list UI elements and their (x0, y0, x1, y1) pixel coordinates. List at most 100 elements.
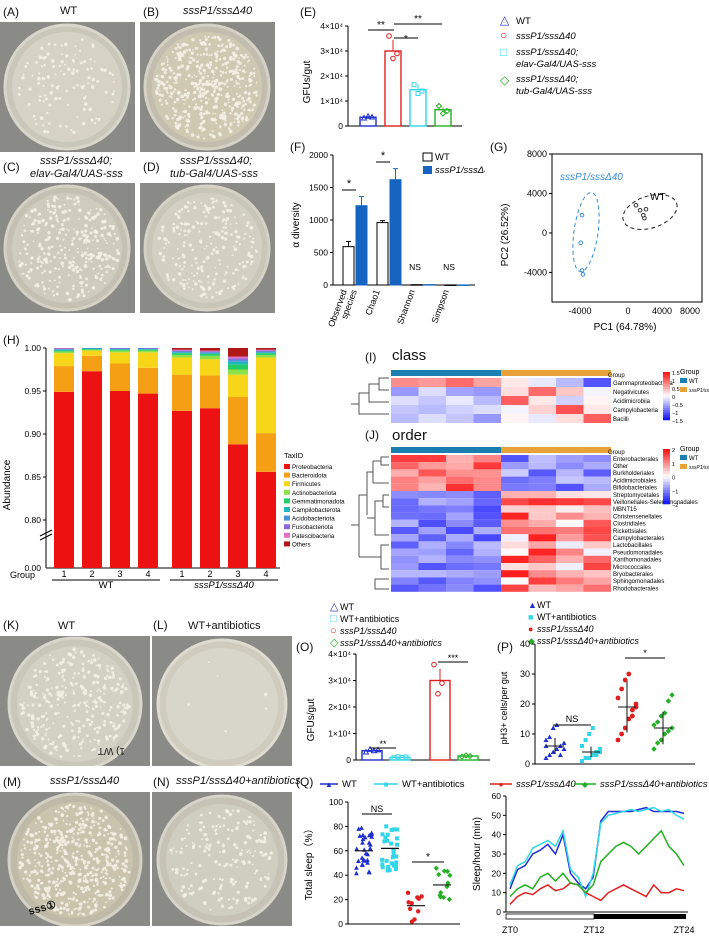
colony (90, 690, 92, 692)
colony (119, 702, 122, 705)
colony (96, 664, 98, 666)
heatmap-cell (556, 563, 584, 570)
colony (171, 117, 173, 119)
colony (248, 820, 251, 823)
colony (93, 885, 95, 887)
colony (248, 75, 250, 77)
colony (89, 898, 91, 900)
chart-f-ytick-tick-label: 500 (314, 248, 328, 258)
heatmap-scale-label: 0 (672, 395, 675, 401)
colony (37, 260, 40, 263)
heatmap-cell (584, 378, 612, 387)
chart-h-bar-segment (228, 375, 248, 397)
colony (265, 707, 268, 710)
heatmap-scale-cell (663, 382, 670, 385)
colony (213, 891, 216, 894)
colony (231, 109, 233, 111)
heatmap-cell (474, 491, 502, 498)
chart-h-xlabel: 2 (89, 569, 94, 579)
colony (25, 65, 28, 68)
colony (73, 202, 76, 205)
colony (224, 231, 228, 235)
colony (88, 258, 91, 261)
colony (79, 742, 82, 745)
colony (79, 902, 83, 906)
colony (220, 74, 222, 76)
colony (233, 121, 235, 123)
colony (98, 817, 101, 820)
colony (73, 690, 75, 692)
colony (78, 238, 81, 241)
colony (71, 912, 74, 915)
colony (27, 704, 29, 706)
colony (175, 79, 177, 81)
colony (241, 849, 243, 851)
colony (83, 701, 86, 704)
colony (64, 247, 66, 249)
colony (21, 706, 25, 710)
chart-g-ytick-label: -4000 (524, 267, 547, 277)
colony (61, 223, 64, 226)
colony (214, 860, 217, 863)
colony (103, 220, 107, 224)
colony (213, 878, 215, 880)
colony (117, 252, 120, 255)
heatmap-cell (419, 585, 447, 592)
colony (103, 226, 106, 229)
colony (78, 755, 80, 757)
colony (208, 854, 210, 856)
colony (209, 64, 212, 67)
chart-q1-point (410, 901, 414, 905)
colony (122, 877, 126, 881)
colony (103, 720, 106, 723)
heatmap-scale-cell (663, 403, 670, 406)
colony (25, 833, 28, 836)
panel-label-k: (K) (3, 618, 19, 632)
colony (65, 125, 68, 128)
colony (270, 851, 273, 854)
colony (38, 864, 40, 866)
colony (94, 869, 96, 871)
colony (248, 861, 251, 864)
colony (76, 720, 78, 722)
colony (33, 240, 35, 242)
colony (238, 62, 241, 65)
colony (84, 808, 86, 810)
chart-g-point (581, 273, 585, 277)
colony (41, 272, 43, 274)
colony (115, 856, 117, 858)
colony (35, 832, 38, 835)
heatmap-cell (391, 570, 419, 577)
colony (64, 43, 68, 47)
heatmap-cell (501, 491, 529, 498)
colony (30, 884, 33, 887)
colony (59, 693, 62, 696)
colony (42, 124, 44, 126)
colony (91, 721, 93, 723)
colony (122, 704, 125, 707)
colony (239, 69, 241, 71)
colony (249, 852, 251, 854)
heatmap-cell (529, 556, 557, 563)
colony (46, 52, 49, 55)
colony (78, 880, 81, 883)
colony (189, 892, 191, 894)
colony (104, 266, 106, 268)
chart-o-ytick-tick-label: 1×10⁴ (328, 729, 351, 739)
heatmap-scale-label: 1 (672, 379, 675, 385)
heatmap-cell (419, 577, 447, 584)
colony (212, 202, 214, 204)
colony (112, 257, 115, 260)
colony (254, 897, 257, 900)
colony (38, 861, 41, 864)
colony (110, 721, 113, 724)
colony (40, 726, 42, 728)
colony (246, 835, 250, 839)
heatmap-cell (446, 549, 474, 556)
colony (185, 126, 187, 128)
colony (92, 900, 94, 902)
chart-g-xtick: 0 (625, 306, 630, 316)
heatmap-scale-cell (663, 377, 670, 380)
colony (57, 878, 59, 880)
chart-p-point (666, 728, 671, 733)
